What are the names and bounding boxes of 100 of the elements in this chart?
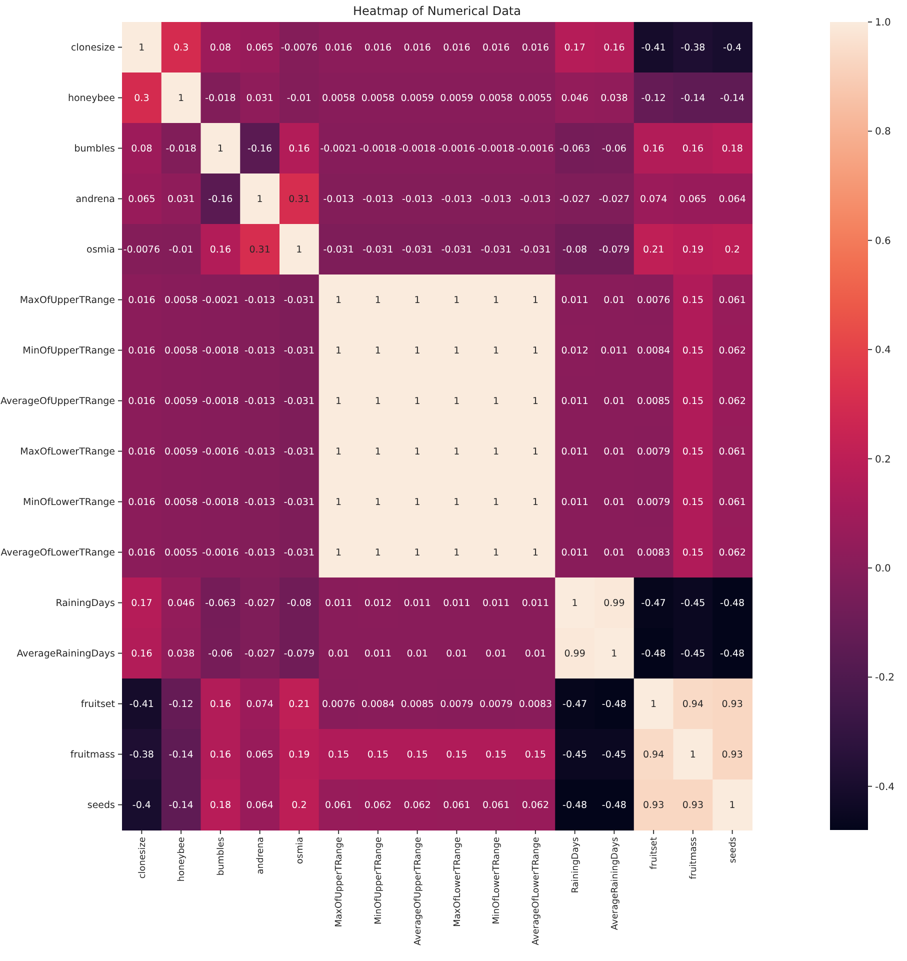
- x-tick-label: MinOfLowerTRange: [492, 836, 502, 924]
- data-label: 0.0079: [440, 699, 474, 710]
- data-label: 0.01: [524, 648, 546, 660]
- data-label: -0.16: [208, 194, 233, 206]
- data-label: 0.15: [682, 295, 704, 306]
- data-label: 0.99: [604, 598, 625, 610]
- data-label: -0.0018: [202, 346, 239, 357]
- color-bar-label: 0.6: [875, 236, 891, 247]
- y-tick-label: MaxOfLowerTRange: [20, 446, 116, 458]
- data-label: -0.027: [598, 194, 630, 206]
- x-tick-label: AverageOfUpperTRange: [413, 836, 424, 946]
- data-label: 0.15: [682, 446, 704, 458]
- data-label: -0.013: [520, 194, 551, 206]
- data-label: 0.15: [328, 750, 350, 761]
- data-label: 1: [532, 396, 538, 408]
- y-tick-label: fruitmass: [70, 750, 116, 761]
- data-label: 1: [414, 295, 420, 306]
- data-label: 0.0058: [164, 295, 198, 306]
- data-label: 0.016: [128, 497, 156, 508]
- data-label: -0.41: [641, 42, 666, 54]
- data-label: 0.016: [128, 295, 156, 306]
- x-tick-label: AverageRainingDays: [610, 836, 620, 930]
- data-label: -0.41: [129, 699, 154, 710]
- data-label: 0.16: [210, 244, 232, 256]
- data-label: 0.0079: [479, 699, 513, 710]
- data-label: 0.016: [128, 396, 156, 408]
- data-label: -0.013: [362, 194, 394, 206]
- data-label: 0.2: [724, 244, 740, 256]
- data-label: -0.031: [284, 497, 314, 508]
- data-label: 1: [454, 295, 460, 306]
- data-label: 0.0059: [164, 396, 198, 408]
- data-label: 0.038: [167, 648, 195, 660]
- data-label: 1: [454, 548, 460, 559]
- data-label: 0.046: [561, 93, 588, 104]
- data-label: 0.065: [246, 750, 274, 761]
- data-label: 1: [493, 295, 500, 306]
- data-label: -0.031: [284, 295, 314, 306]
- data-label: 1: [374, 446, 381, 458]
- y-tick-label: AverageOfUpperTRange: [0, 396, 116, 408]
- data-label: 0.011: [482, 598, 510, 610]
- x-tick-label: bumbles: [216, 836, 227, 876]
- data-label: 1: [690, 750, 696, 761]
- y-tick-label: honeybee: [68, 93, 116, 104]
- data-label: 0.0059: [164, 446, 198, 458]
- data-label: -0.018: [205, 93, 236, 104]
- data-label: 0.062: [718, 396, 746, 408]
- data-label: 1: [217, 144, 224, 155]
- data-label: 0.011: [561, 548, 588, 559]
- data-label: -0.47: [562, 699, 588, 710]
- data-label: -0.013: [244, 295, 276, 306]
- data-label: 0.0076: [322, 699, 356, 710]
- data-label: -0.06: [208, 648, 233, 660]
- data-label: 0.01: [604, 295, 625, 306]
- data-label: -0.0021: [320, 144, 357, 155]
- data-label: 0.0083: [636, 548, 670, 559]
- data-label: -0.45: [562, 750, 588, 761]
- data-label: -0.0018: [202, 497, 239, 508]
- data-label: 0.18: [722, 144, 743, 155]
- data-label: 1: [650, 699, 657, 710]
- data-label: -0.031: [480, 244, 512, 256]
- y-tick-label: bumbles: [74, 144, 116, 155]
- data-label: 0.0058: [361, 93, 395, 104]
- data-label: 0.15: [682, 396, 704, 408]
- data-label: -0.01: [286, 93, 312, 104]
- data-label: 1: [532, 446, 538, 458]
- y-tick-label: MinOfUpperTRange: [22, 346, 116, 357]
- data-label: 0.2: [292, 800, 307, 812]
- data-label: 1: [414, 346, 420, 357]
- data-label: 0.061: [443, 800, 470, 812]
- data-label: 0.016: [443, 42, 470, 54]
- data-label: -0.013: [244, 346, 276, 357]
- data-label: 0.08: [131, 144, 152, 155]
- data-label: 0.16: [604, 42, 625, 54]
- data-label: 0.062: [718, 346, 746, 357]
- data-label: -0.063: [560, 144, 590, 155]
- data-label: 1: [454, 346, 460, 357]
- data-label: -0.018: [166, 144, 196, 155]
- data-label: -0.013: [402, 194, 433, 206]
- color-bar-label: 0.8: [875, 126, 891, 138]
- data-label: 0.012: [561, 346, 588, 357]
- data-label: -0.031: [402, 244, 433, 256]
- data-label: -0.06: [602, 144, 626, 155]
- data-label: 0.16: [682, 144, 704, 155]
- data-label: 0.016: [404, 42, 431, 54]
- data-label: 0.08: [210, 42, 232, 54]
- data-label: 1: [414, 497, 420, 508]
- data-label: 0.062: [718, 548, 746, 559]
- data-label: 0.016: [128, 548, 156, 559]
- data-label: 0.15: [524, 750, 546, 761]
- data-label: 1: [414, 548, 420, 559]
- data-label: 1: [336, 497, 342, 508]
- data-label: 0.065: [246, 42, 274, 54]
- data-label: -0.0018: [202, 396, 239, 408]
- data-label: 0.21: [642, 244, 664, 256]
- data-label: 0.011: [364, 648, 392, 660]
- data-label: 0.0055: [518, 93, 552, 104]
- data-label: 0.016: [324, 42, 352, 54]
- data-label: -0.013: [441, 194, 472, 206]
- data-label: -0.027: [560, 194, 590, 206]
- data-label: 0.011: [561, 446, 588, 458]
